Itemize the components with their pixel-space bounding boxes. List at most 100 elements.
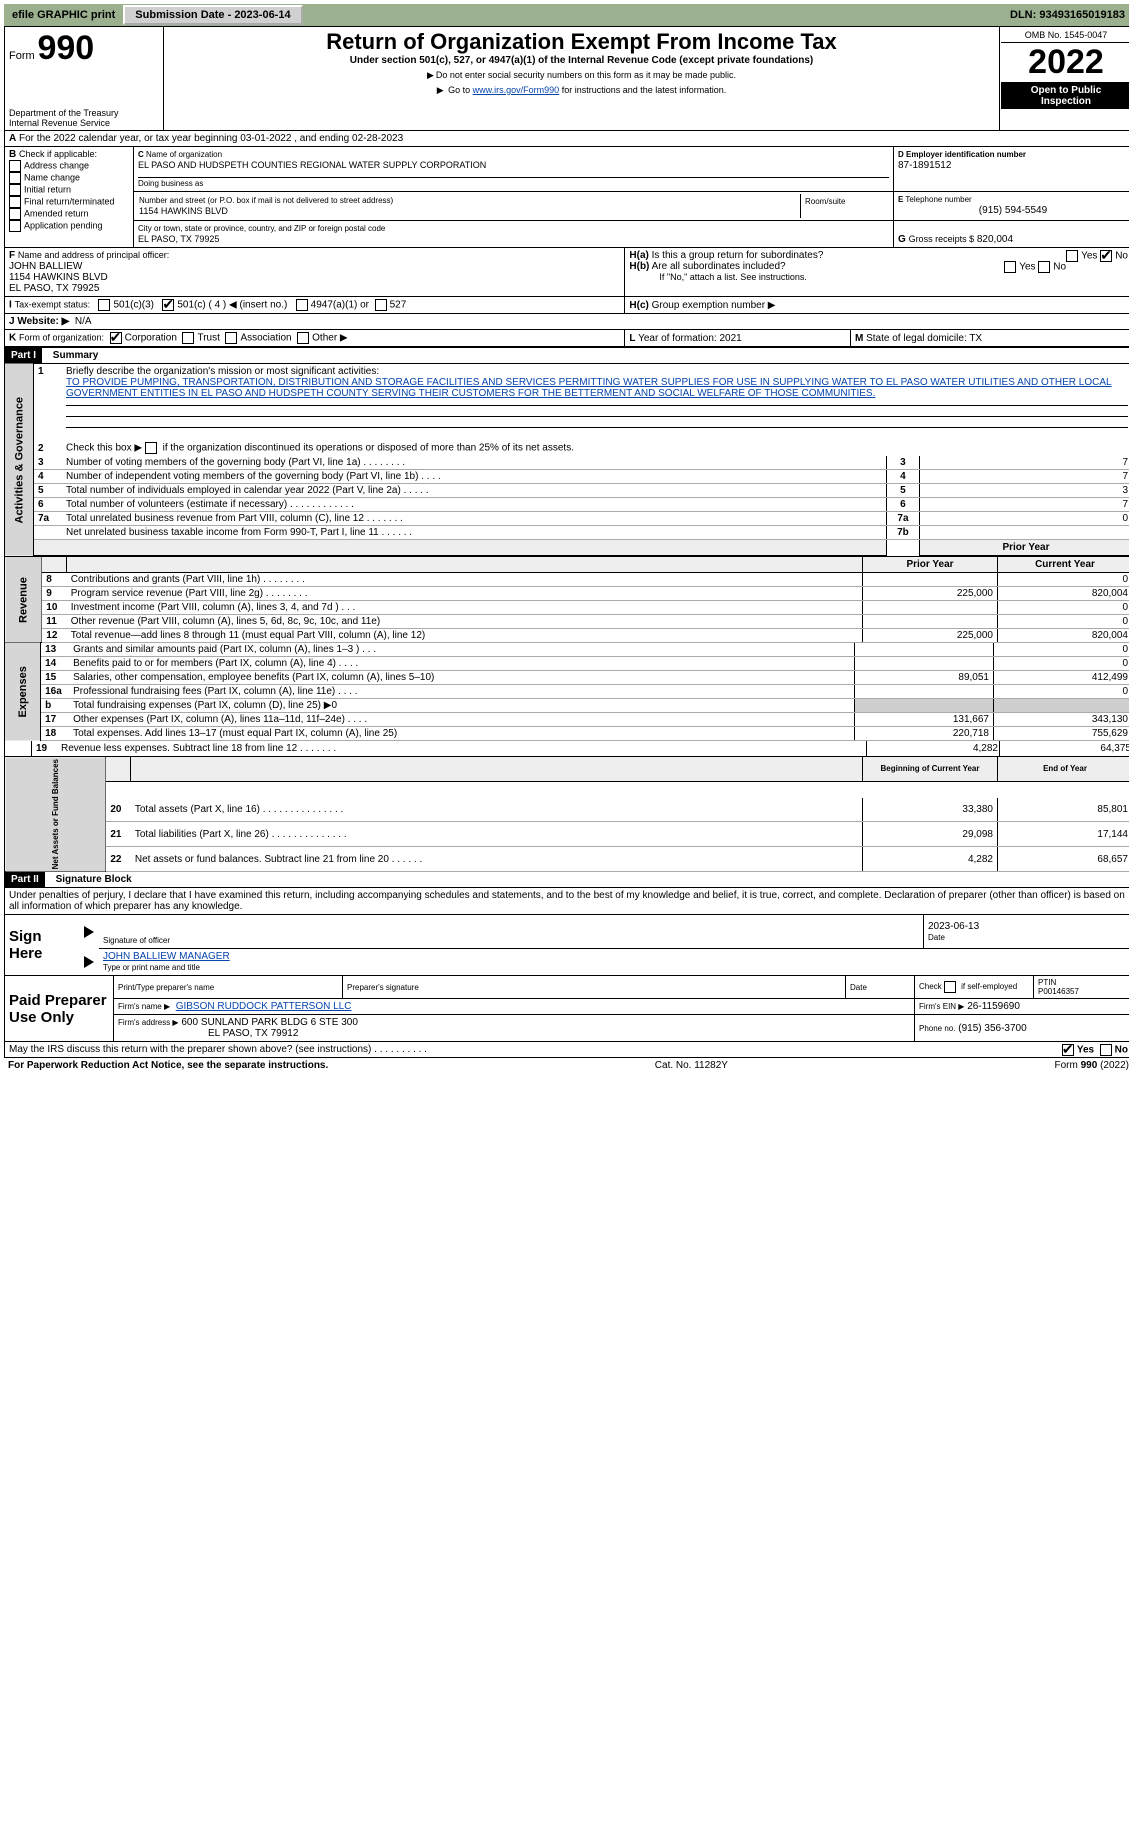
cb-501c3[interactable] bbox=[98, 299, 110, 311]
mission-text[interactable]: TO PROVIDE PUMPING, TRANSPORTATION, DIST… bbox=[66, 377, 1112, 399]
gov-row: 6Total number of volunteers (estimate if… bbox=[5, 498, 1129, 512]
part1-title: Summary bbox=[45, 350, 99, 361]
part2-title: Signature Block bbox=[48, 874, 132, 885]
form-prefix: Form bbox=[9, 50, 35, 62]
line-a-text: For the 2022 calendar year, or tax year … bbox=[19, 133, 403, 144]
cb-527[interactable] bbox=[375, 299, 387, 311]
exp-row: 15Salaries, other compensation, employee… bbox=[5, 671, 1129, 685]
cb-application-pending[interactable] bbox=[9, 220, 21, 232]
paid-preparer-block: Paid Preparer Use Only Print/Type prepar… bbox=[4, 976, 1129, 1042]
cb-discontinued[interactable] bbox=[145, 442, 157, 454]
exp-row: 18Total expenses. Add lines 13–17 (must … bbox=[5, 727, 1129, 741]
gov-row: 4Number of independent voting members of… bbox=[5, 470, 1129, 484]
goto-suffix: for instructions and the latest informat… bbox=[562, 85, 727, 95]
org-name: EL PASO AND HUDSPETH COUNTIES REGIONAL W… bbox=[138, 160, 486, 170]
cb-amended[interactable] bbox=[9, 208, 21, 220]
revenue-section: Revenue Prior Year Current Year 8Contrib… bbox=[4, 556, 1129, 643]
rev-row: 12Total revenue—add lines 8 through 11 (… bbox=[5, 629, 1129, 643]
expenses-section: Expenses 13Grants and similar amounts pa… bbox=[4, 643, 1129, 741]
form-subtitle: Under section 501(c), 527, or 4947(a)(1)… bbox=[168, 55, 995, 66]
cb-corp[interactable] bbox=[110, 332, 122, 344]
firm-phone: (915) 356-3700 bbox=[958, 1023, 1026, 1034]
cb-501c[interactable] bbox=[162, 299, 174, 311]
klm-row: K Form of organization: Corporation Trus… bbox=[4, 329, 1129, 347]
gov-row: 5Total number of individuals employed in… bbox=[5, 484, 1129, 498]
firm-name[interactable]: GIBSON RUDDOCK PATTERSON LLC bbox=[176, 1001, 352, 1012]
net-row: 22Net assets or fund balances. Subtract … bbox=[5, 847, 1129, 872]
tax-year: 2022 bbox=[1001, 43, 1129, 83]
omb-number: OMB No. 1545-0047 bbox=[1001, 28, 1129, 43]
form-number: 990 bbox=[37, 29, 94, 67]
exp-row: 16aProfessional fundraising fees (Part I… bbox=[5, 685, 1129, 699]
check-applicable: Check if applicable: bbox=[19, 149, 97, 159]
tab-expenses: Expenses bbox=[5, 643, 41, 741]
part1-header: Part I bbox=[5, 348, 42, 363]
cb-address-change[interactable] bbox=[9, 160, 21, 172]
efile-label: efile GRAPHIC print bbox=[4, 9, 123, 21]
gross-receipts: 820,004 bbox=[977, 234, 1013, 245]
exp-row: bTotal fundraising expenses (Part IX, co… bbox=[5, 699, 1129, 713]
submission-date-button[interactable]: Submission Date - 2023-06-14 bbox=[123, 5, 302, 25]
cb-discuss-yes[interactable] bbox=[1062, 1044, 1074, 1056]
gov-row: 7aTotal unrelated business revenue from … bbox=[5, 512, 1129, 526]
dln-label: DLN: 93493165019183 bbox=[1010, 9, 1125, 21]
rev-row: 9Program service revenue (Part VIII, lin… bbox=[5, 587, 1129, 601]
form-title: Return of Organization Exempt From Incom… bbox=[168, 29, 995, 55]
cb-other[interactable] bbox=[297, 332, 309, 344]
exp-row: 14Benefits paid to or for members (Part … bbox=[5, 657, 1129, 671]
sign-date: 2023-06-13 bbox=[928, 921, 979, 932]
exp-row: 13Grants and similar amounts paid (Part … bbox=[5, 643, 1129, 657]
expenses-section2: 19Revenue less expenses. Subtract line 1… bbox=[4, 741, 1129, 756]
cb-final-return[interactable] bbox=[9, 196, 21, 208]
ein: 87-1891512 bbox=[898, 160, 951, 171]
cb-ha-no[interactable] bbox=[1100, 250, 1112, 262]
cb-4947[interactable] bbox=[296, 299, 308, 311]
rev-row: 8Contributions and grants (Part VIII, li… bbox=[5, 573, 1129, 587]
irs-link[interactable]: www.irs.gov/Form990 bbox=[473, 85, 560, 95]
form-header-table: Form 990 Department of the Treasury Inte… bbox=[4, 26, 1129, 131]
entity-info-table: B Check if applicable: Address change Na… bbox=[4, 147, 1129, 247]
rev-row: 10Investment income (Part VIII, column (… bbox=[5, 601, 1129, 615]
cb-hb-no[interactable] bbox=[1038, 261, 1050, 273]
cb-self-employed[interactable] bbox=[944, 981, 956, 993]
page-footer: For Paperwork Reduction Act Notice, see … bbox=[4, 1058, 1129, 1073]
cb-trust[interactable] bbox=[182, 332, 194, 344]
dept-irs: Internal Revenue Service bbox=[9, 118, 159, 128]
cb-name-change[interactable] bbox=[9, 172, 21, 184]
tab-netassets: Net Assets or Fund Balances bbox=[5, 757, 106, 872]
cb-initial-return[interactable] bbox=[9, 184, 21, 196]
gov-row: 3Number of voting members of the governi… bbox=[5, 456, 1129, 470]
website: N/A bbox=[75, 316, 92, 327]
city-state-zip: EL PASO, TX 79925 bbox=[138, 234, 219, 244]
cb-hb-yes[interactable] bbox=[1004, 261, 1016, 273]
dept-treasury: Department of the Treasury bbox=[9, 108, 159, 118]
cb-assoc[interactable] bbox=[225, 332, 237, 344]
sign-here-label: Sign Here bbox=[5, 915, 84, 976]
goto-prefix: Go to bbox=[448, 85, 473, 95]
officer-group-table: F Name and address of principal officer:… bbox=[4, 247, 1129, 329]
street-address: 1154 HAWKINS BLVD bbox=[139, 206, 228, 216]
cb-ha-yes[interactable] bbox=[1066, 250, 1078, 262]
efile-top-bar: efile GRAPHIC print Submission Date - 20… bbox=[4, 4, 1129, 26]
net-row: 21Total liabilities (Part X, line 26) . … bbox=[5, 822, 1129, 847]
exp-row: 17Other expenses (Part IX, column (A), l… bbox=[5, 713, 1129, 727]
netassets-section: Net Assets or Fund Balances Beginning of… bbox=[4, 756, 1129, 872]
signer-name[interactable]: JOHN BALLIEW MANAGER bbox=[103, 951, 230, 962]
sig-arrow-icon bbox=[84, 956, 94, 968]
paid-preparer-label: Paid Preparer Use Only bbox=[5, 976, 114, 1042]
ptin: P00146357 bbox=[1038, 987, 1079, 996]
open-to-public: Open to Public Inspection bbox=[1001, 83, 1129, 109]
gov-row: Net unrelated business taxable income fr… bbox=[5, 526, 1129, 540]
penalty-text: Under penalties of perjury, I declare th… bbox=[4, 888, 1129, 915]
cb-discuss-no[interactable] bbox=[1100, 1044, 1112, 1056]
tab-revenue: Revenue bbox=[5, 557, 42, 643]
telephone: (915) 594-5549 bbox=[898, 205, 1128, 216]
tab-governance: Activities & Governance bbox=[5, 364, 34, 556]
governance-section: Activities & Governance 1 Briefly descri… bbox=[4, 364, 1129, 556]
net-row: 20Total assets (Part X, line 16) . . . .… bbox=[5, 798, 1129, 822]
line-a-label: A bbox=[9, 133, 16, 144]
rev-row: 11Other revenue (Part VIII, column (A), … bbox=[5, 615, 1129, 629]
sig-arrow-icon bbox=[84, 926, 94, 938]
officer-name: JOHN BALLIEW bbox=[9, 261, 82, 272]
sign-here-block: Sign Here Signature of officer 2023-06-1… bbox=[4, 915, 1129, 976]
